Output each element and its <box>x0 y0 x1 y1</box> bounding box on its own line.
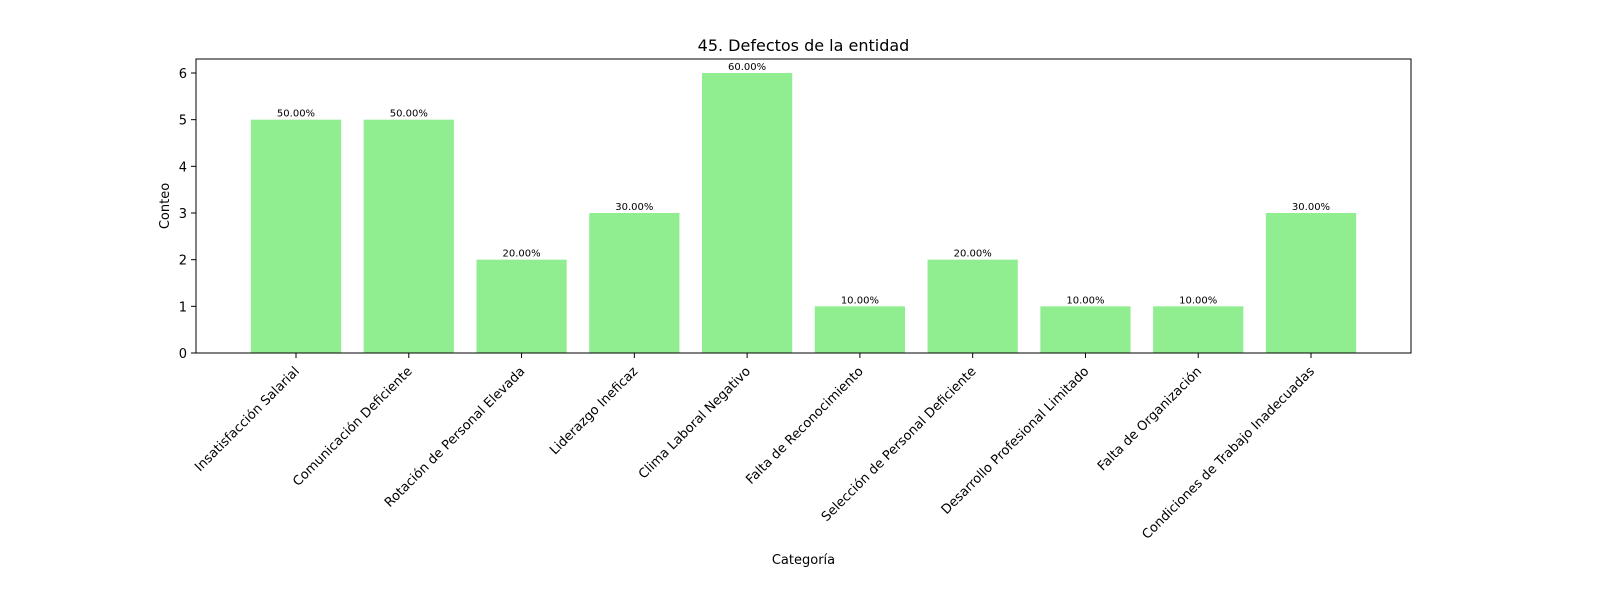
y-axis-label: Conteo <box>158 183 173 229</box>
bar-10 <box>1265 213 1357 353</box>
bar-9 <box>1153 306 1244 353</box>
bar-value-label: 10.00% <box>1066 295 1104 306</box>
bars-group <box>250 73 1357 354</box>
x-tick-label: Clima Laboral Negativo <box>636 364 754 482</box>
bar-3 <box>476 259 567 353</box>
y-tick-label: 6 <box>179 67 187 82</box>
bar-value-label: 30.00% <box>615 202 653 213</box>
x-tick-label: Liderazgo Ineficaz <box>547 364 641 458</box>
bar-value-label: 60.00% <box>728 62 766 73</box>
y-tick-label: 2 <box>179 254 187 269</box>
bar-value-label: 10.00% <box>1179 295 1217 306</box>
x-tick-label: Condiciones de Trabajo Inadecuadas <box>1139 364 1318 543</box>
plot-frame <box>195 58 1412 354</box>
y-tick-label: 3 <box>179 207 187 222</box>
x-axis-label: Categoría <box>772 553 835 568</box>
bar-5 <box>702 73 793 353</box>
bar-1 <box>250 119 342 354</box>
bar-6 <box>814 306 905 353</box>
y-tick-label: 1 <box>179 300 187 315</box>
bar-7 <box>927 259 1018 353</box>
y-tick-label: 0 <box>179 347 187 362</box>
bar-value-label: 30.00% <box>1292 202 1330 213</box>
bar-4 <box>589 213 680 353</box>
bar-value-label: 20.00% <box>954 249 992 260</box>
y-tick-label: 4 <box>179 160 187 175</box>
bar-value-label: 10.00% <box>841 295 879 306</box>
bar-8 <box>1040 306 1131 353</box>
y-tick-label: 5 <box>179 114 187 129</box>
bar-labels-group: 50.00% 50.00% 20.00% 30.00% 60.00% 10.00% 20.0… <box>277 62 1330 306</box>
x-tick-label: Falta de Organización <box>1095 364 1205 474</box>
bar-value-label: 50.00% <box>277 109 315 120</box>
chart-title: 45. Defectos de la entidad <box>698 36 910 55</box>
x-tick-label: Falta de Reconocimiento <box>743 364 866 487</box>
bar-2 <box>363 119 454 354</box>
bar-value-label: 20.00% <box>502 249 540 260</box>
x-tick-label: Comunicación Deficiente <box>290 364 415 489</box>
bar-value-label: 50.00% <box>390 109 428 120</box>
y-axis-ticks: 0 1 2 3 4 5 6 <box>179 67 196 362</box>
x-tick-label: Insatisfacción Salarial <box>192 364 303 475</box>
